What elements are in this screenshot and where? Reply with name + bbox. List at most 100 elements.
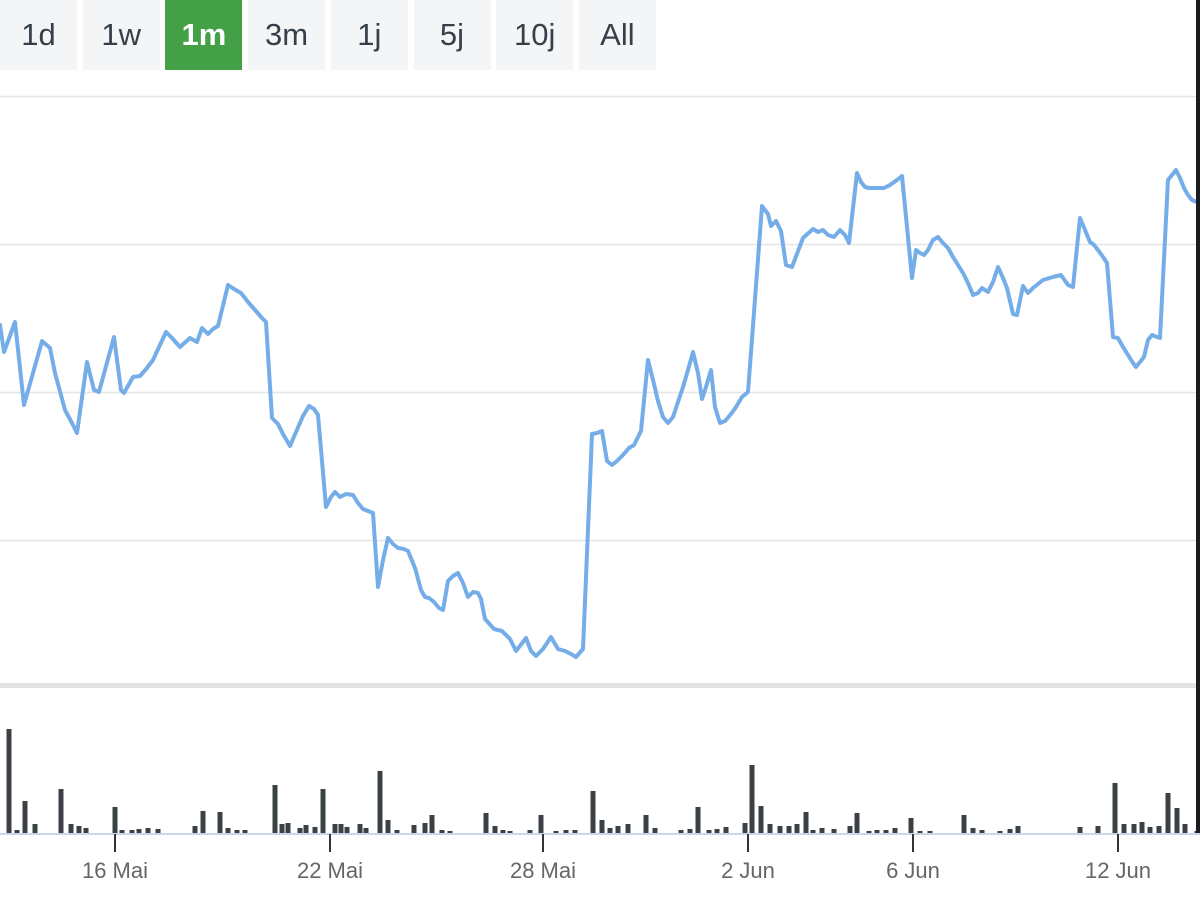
volume-bar [363, 828, 369, 833]
pane-divider [0, 683, 1200, 688]
volume-bar [1015, 826, 1021, 833]
volume-bar [961, 815, 967, 833]
volume-bar [344, 827, 350, 833]
volume-bar [58, 789, 64, 833]
volume-bar [1139, 822, 1145, 833]
range-button-3m[interactable]: 3m [248, 0, 326, 70]
volume-bar [695, 807, 701, 833]
volume-bar [332, 824, 338, 833]
volume-bar [723, 827, 729, 833]
volume-bar [112, 807, 118, 833]
volume-bars [6, 729, 1200, 833]
volume-bar [794, 824, 800, 833]
volume-bar [1112, 783, 1118, 833]
volume-bar [803, 812, 809, 833]
volume-bar [1095, 826, 1101, 833]
volume-bar [385, 820, 391, 833]
volume-bar [279, 824, 285, 833]
volume-bar [411, 825, 417, 833]
volume-bar [847, 826, 853, 833]
volume-bar [242, 830, 248, 833]
volume-bar [83, 828, 89, 833]
volume-bar [892, 828, 898, 833]
volume-bar [483, 813, 489, 833]
volume-bar [831, 829, 837, 833]
volume-bar [866, 831, 872, 833]
range-button-5j[interactable]: 5j [413, 0, 491, 70]
volume-bar [908, 818, 914, 833]
volume-bar [1165, 793, 1171, 833]
volume-bar [854, 813, 860, 833]
volume-bar [742, 823, 748, 833]
x-axis-label: 28 Mai [510, 858, 576, 883]
volume-bar [687, 829, 693, 833]
volume-bar [819, 828, 825, 833]
volume-bar [652, 828, 658, 833]
range-button-1d[interactable]: 1d [0, 0, 77, 70]
volume-bar [1007, 829, 1013, 833]
volume-bar [217, 812, 223, 833]
volume-bar [714, 829, 720, 833]
volume-bar [200, 811, 206, 833]
range-button-10j[interactable]: 10j [496, 0, 574, 70]
volume-bar [136, 829, 142, 833]
x-axis-ticks [114, 834, 1119, 852]
x-axis-label: 22 Mai [297, 858, 363, 883]
volume-bar [706, 830, 712, 833]
volume-bar [810, 830, 816, 833]
volume-bar [607, 828, 613, 833]
volume-bar [447, 831, 453, 833]
volume-bar [119, 830, 125, 833]
volume-bar [767, 824, 773, 833]
volume-bar [777, 826, 783, 833]
volume-bar [917, 831, 923, 833]
volume-bar [303, 825, 309, 833]
volume-bar [234, 830, 240, 833]
volume-bar [1174, 808, 1180, 833]
volume-bar [590, 791, 596, 833]
range-toolbar: 1d 1w 1m 3m 1j 5j 10j All [0, 0, 1200, 70]
volume-bar [312, 827, 318, 833]
range-button-all[interactable]: All [578, 0, 656, 70]
volume-bar [14, 830, 20, 833]
volume-bar [678, 830, 684, 833]
volume-bar [76, 826, 82, 833]
volume-bar [192, 826, 198, 833]
volume-bar [429, 815, 435, 833]
volume-bar [1077, 827, 1083, 833]
x-axis-label: 16 Mai [82, 858, 148, 883]
volume-bar [553, 831, 559, 833]
volume-bar [874, 830, 880, 833]
volume-bar [979, 830, 985, 833]
volume-bar [625, 824, 631, 833]
volume-bar [1156, 826, 1162, 833]
x-axis-label: 2 Jun [721, 858, 775, 883]
volume-bar [422, 823, 428, 833]
volume-bar [129, 830, 135, 833]
volume-bar [883, 830, 889, 833]
range-button-1m[interactable]: 1m [165, 0, 243, 70]
volume-bar [225, 828, 231, 833]
volume-bar [1147, 827, 1153, 833]
volume-bar [145, 828, 151, 833]
volume-bar [338, 824, 344, 833]
range-button-1j[interactable]: 1j [330, 0, 408, 70]
volume-bar [1182, 824, 1188, 833]
volume-bar [377, 771, 383, 833]
volume-bar [563, 830, 569, 833]
volume-bar [394, 830, 400, 833]
volume-bar [297, 828, 303, 833]
volume-bar [997, 831, 1003, 833]
volume-bar [643, 815, 649, 833]
volume-bar [970, 828, 976, 833]
range-button-1w[interactable]: 1w [82, 0, 160, 70]
volume-bar [758, 806, 764, 833]
volume-bar [599, 820, 605, 833]
volume-bar [285, 823, 291, 833]
volume-bar [1121, 824, 1127, 833]
volume-bar [572, 830, 578, 833]
gridlines [0, 95, 1200, 542]
volume-bar [786, 826, 792, 833]
